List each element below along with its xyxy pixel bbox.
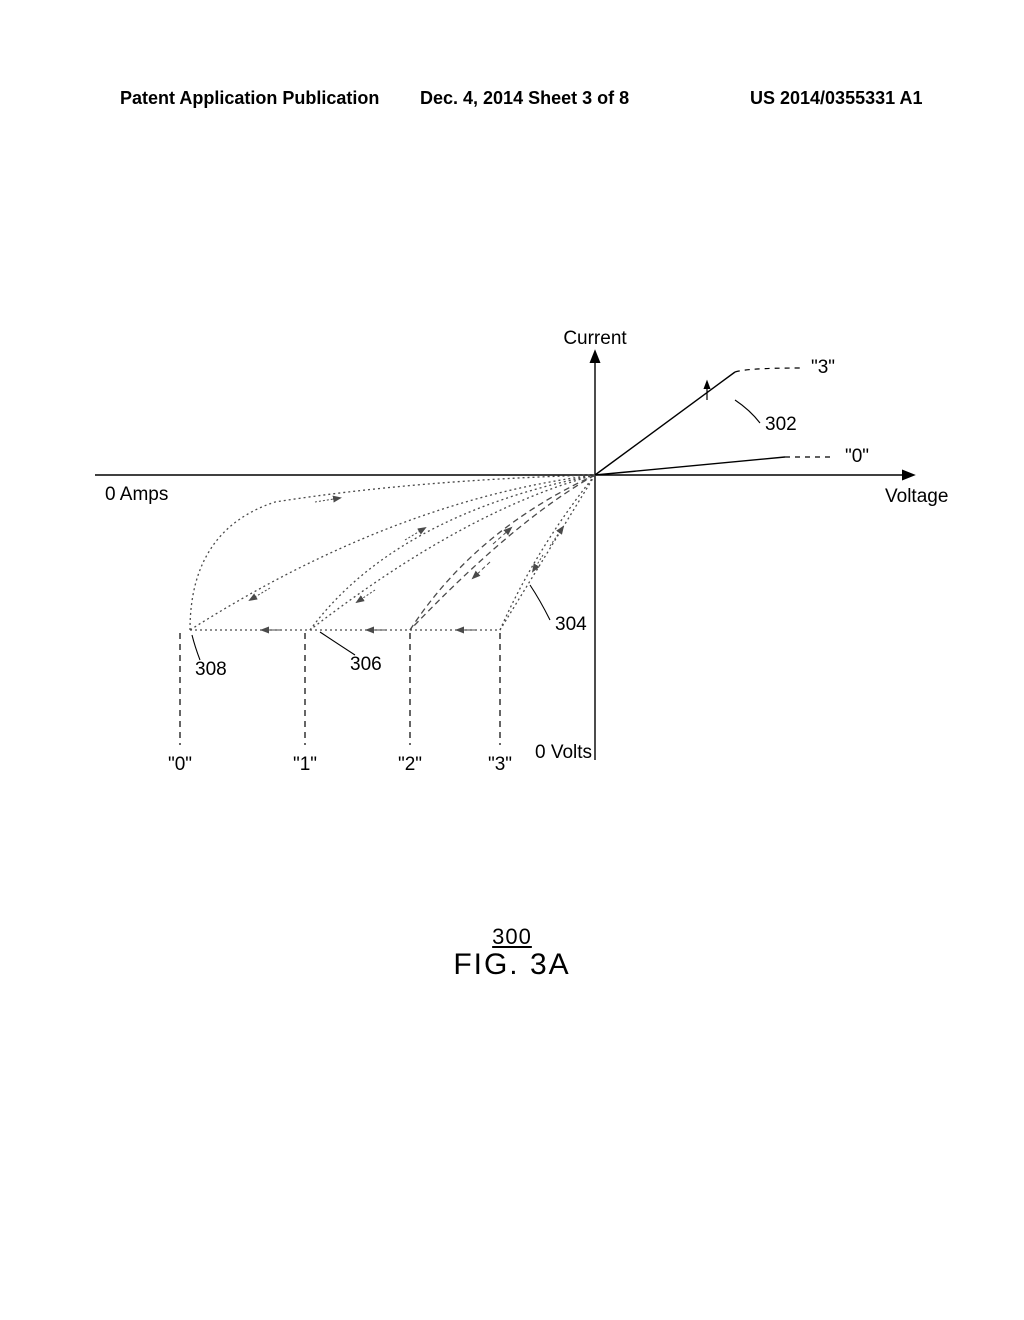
q3-c0-arrow-up [315, 498, 340, 502]
ref-308-leader [192, 635, 200, 660]
ref-306: 306 [350, 654, 382, 675]
q3-state-1-label: "1" [293, 754, 317, 775]
figure-3a: Current Voltage 0 Amps 0 Volts "3" "0" 3… [95, 330, 925, 890]
q3-state-2-label: "2" [398, 754, 422, 775]
header-pubnumber: US 2014/0355331 A1 [750, 88, 922, 109]
q3-c2-arrow-down [473, 562, 490, 578]
figure-number: 300 [0, 924, 1024, 950]
figure-label: FIG. 3A [0, 948, 1024, 982]
q3-curve-1-down [310, 475, 595, 630]
q3-curve-1-up [310, 475, 595, 630]
q1-state-0-line [595, 457, 785, 475]
q1-state-3-label: "3" [811, 357, 835, 378]
q3-curve-3-down [500, 475, 595, 630]
q1-state-0-label: "0" [845, 446, 869, 467]
q3-state-0-label: "0" [168, 754, 192, 775]
ref-302-leader [735, 400, 760, 423]
q3-curve-0-up [190, 475, 595, 630]
q3-curve-0-down [190, 475, 595, 630]
q1-state-3-tail [735, 368, 800, 372]
page: Patent Application Publication Dec. 4, 2… [0, 0, 1024, 1320]
q3-c0-arrow-down [250, 588, 270, 600]
ref-308: 308 [195, 659, 227, 680]
ref-304: 304 [555, 614, 587, 635]
zero-volts-label: 0 Volts [535, 742, 592, 763]
header-publication: Patent Application Publication [120, 88, 379, 109]
ref-302: 302 [765, 414, 797, 435]
q3-state-3-label: "3" [488, 754, 512, 775]
header-date-sheet: Dec. 4, 2014 Sheet 3 of 8 [420, 88, 629, 109]
zero-amps-label: 0 Amps [105, 484, 168, 505]
q3-c3-arrow-up [550, 527, 563, 546]
ref-304-leader [530, 585, 550, 620]
x-axis-label: Voltage [885, 486, 948, 507]
q3-curve-2-down [410, 475, 595, 630]
q1-state-3-line [595, 372, 735, 475]
q3-c1-arrow-down [357, 590, 375, 602]
y-axis-label: Current [563, 328, 627, 349]
q3-curve-2-up [410, 475, 595, 630]
iv-curve-diagram: Current Voltage 0 Amps 0 Volts "3" "0" 3… [95, 330, 925, 890]
ref-306-leader [320, 632, 355, 655]
